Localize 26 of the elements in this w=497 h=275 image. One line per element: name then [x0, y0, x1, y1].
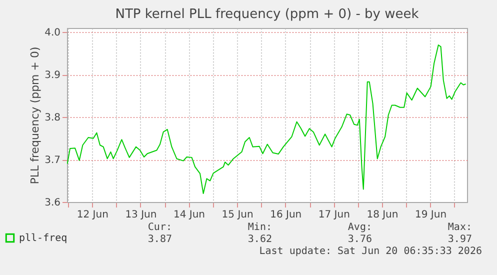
- text: Min:: [248, 222, 272, 233]
- y-tick-label: 3.6: [44, 198, 60, 208]
- text: Cur:: [148, 222, 172, 233]
- x-tick-label: 19 Jun: [415, 210, 447, 220]
- text: 3.97: [448, 234, 472, 245]
- text: 3.62: [248, 234, 272, 245]
- y-tick-label: 3.9: [44, 70, 60, 82]
- text: Last update: Sat Jun 20 06:35:33 2026: [259, 246, 482, 257]
- x-tick-label: 18 Jun: [366, 210, 398, 220]
- text: 3.76: [348, 234, 372, 245]
- x-tick-label: 13 Jun: [125, 210, 157, 220]
- y-tick-label: 4.0: [44, 28, 60, 39]
- x-tick-label: 12 Jun: [76, 210, 108, 220]
- line-series: [67, 44, 466, 194]
- x-tick-label: 15 Jun: [222, 210, 254, 220]
- legend-label: pll-freq: [19, 233, 68, 244]
- x-tick-label: 14 Jun: [173, 210, 206, 220]
- text: 3.87: [148, 234, 172, 245]
- text: Max:: [448, 222, 472, 233]
- y-tick-label: 3.7: [44, 155, 60, 166]
- x-tick-label: 17 Jun: [318, 210, 350, 220]
- y-tick-label: 3.8: [44, 112, 60, 124]
- x-tick-label: 16 Jun: [270, 210, 302, 220]
- text: Avg:: [348, 222, 372, 233]
- y-axis-title: PLL frequency (ppm + 0): [28, 46, 42, 184]
- chart-title: NTP kernel PLL frequency (ppm + 0) - by week: [115, 7, 420, 22]
